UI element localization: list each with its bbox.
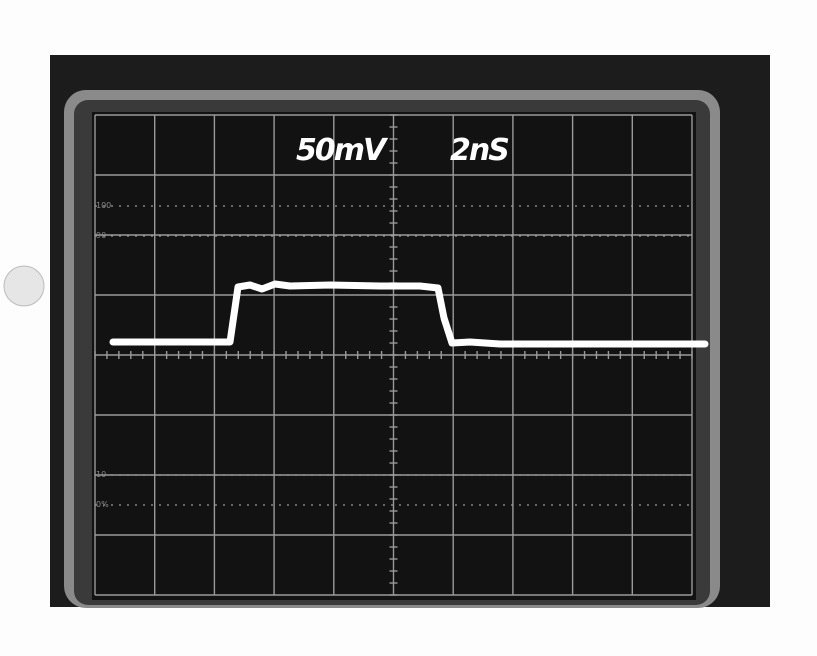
graticule xyxy=(94,114,693,596)
time-per-div: 2nS xyxy=(450,133,508,168)
waveform-trace xyxy=(109,280,709,348)
graticule-label: 10 xyxy=(96,470,106,479)
graticule-label: 100 xyxy=(96,201,111,210)
percent-lines xyxy=(95,205,692,506)
volts-per-div: 50mV xyxy=(296,133,389,168)
punch-hole xyxy=(3,265,45,307)
graticule-label: 0% xyxy=(96,500,109,509)
graticule-label: 90 xyxy=(96,231,106,240)
